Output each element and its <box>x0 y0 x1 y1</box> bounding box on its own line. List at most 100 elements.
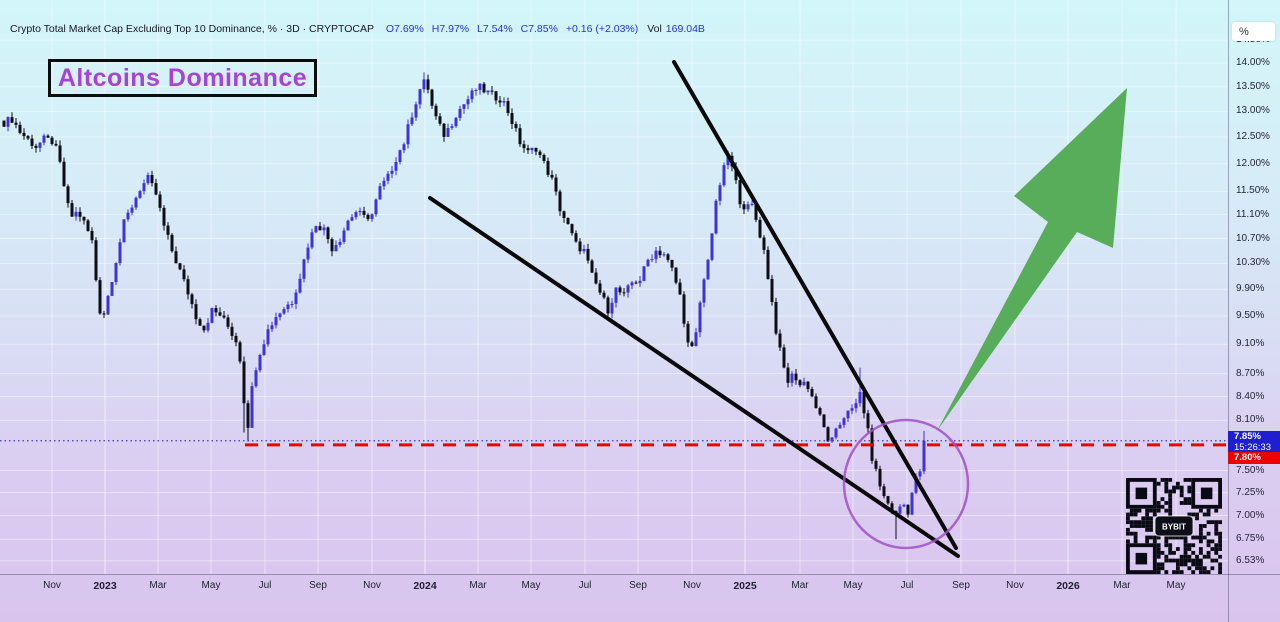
candle-body <box>510 113 514 124</box>
time-axis-label: May <box>201 580 221 591</box>
candle-body <box>794 373 798 381</box>
candle-body <box>782 347 786 368</box>
candle-body <box>662 254 666 256</box>
candle-body <box>310 232 314 248</box>
time-axis-label: Mar <box>469 580 487 591</box>
time-axis[interactable]: Nov 2023 Mar May Jul Sep Nov 2024 Mar May Jul Sep No… <box>0 574 1228 600</box>
candle-body <box>62 161 66 187</box>
candle-body <box>390 170 394 174</box>
candle-body <box>890 503 894 512</box>
candle-body <box>266 329 270 345</box>
candle-body <box>330 239 334 252</box>
candle-body <box>586 248 590 261</box>
breakout-circle[interactable] <box>842 418 970 550</box>
price-axis-label: 11.50% <box>1236 185 1270 197</box>
candle-body <box>570 224 574 234</box>
candle-body <box>54 143 58 146</box>
candle-body <box>674 267 678 283</box>
candle-body <box>94 240 98 281</box>
candle-body <box>786 367 790 383</box>
price-axis[interactable]: 14.50%14.00%13.50%13.00%12.50%12.00%11.5… <box>1228 0 1280 574</box>
candle-body <box>362 210 366 215</box>
candle-body <box>574 233 578 242</box>
candle-body <box>638 280 642 284</box>
candle-body <box>142 183 146 192</box>
current-price-value: 7.85% <box>1234 431 1261 442</box>
candle-body <box>334 244 338 252</box>
candle-body <box>26 136 30 139</box>
candle-body <box>722 165 726 186</box>
candle-body <box>302 259 306 279</box>
price-axis-label: 9.50% <box>1236 310 1265 322</box>
candle-body <box>186 279 190 295</box>
candle-body <box>378 186 382 200</box>
candle-body <box>118 242 122 264</box>
candle-body <box>14 122 18 125</box>
ohlc-low: L7.54% <box>477 23 513 35</box>
candle-body <box>346 220 350 231</box>
candle-body <box>450 126 454 129</box>
candle-body <box>434 105 438 117</box>
candle-body <box>874 460 878 469</box>
candle-body <box>86 220 90 231</box>
candle-body <box>766 249 770 279</box>
candle-body <box>714 200 718 234</box>
symbol-title[interactable]: Crypto Total Market Cap Excluding Top 10… <box>10 23 374 35</box>
candle-body <box>758 219 762 238</box>
candle-body <box>202 325 206 331</box>
candle-body <box>474 90 478 92</box>
candle-body <box>778 333 782 348</box>
candle-body <box>594 272 598 284</box>
price-axis-label: 13.50% <box>1236 80 1270 92</box>
price-axis-label: 11.10% <box>1236 208 1270 220</box>
candle-body <box>182 269 186 280</box>
candle-body <box>666 254 670 260</box>
candle-body <box>478 83 482 91</box>
candle-body <box>610 302 614 314</box>
candle-body <box>134 197 138 208</box>
candle-body <box>206 322 210 331</box>
candle-body <box>158 194 162 208</box>
candle-body <box>826 427 830 442</box>
legend: Crypto Total Market Cap Excluding Top 10… <box>10 23 705 35</box>
candle-body <box>234 335 238 343</box>
candle-body <box>42 135 46 143</box>
wedge-lower-trendline[interactable] <box>428 196 960 558</box>
bybit-qr-code: BYBIT <box>1126 478 1222 574</box>
candle-body <box>366 214 370 220</box>
candle-body <box>122 219 126 243</box>
percent-unit-button[interactable]: % <box>1232 22 1275 41</box>
candle-body <box>470 90 474 100</box>
price-axis-label: 10.30% <box>1236 257 1270 269</box>
price-axis-label: 14.00% <box>1236 57 1270 68</box>
candle-body <box>326 227 330 240</box>
candle-body <box>178 263 182 270</box>
candle-body <box>482 83 486 93</box>
candle-body <box>846 410 850 419</box>
time-axis-label: Nov <box>43 580 61 591</box>
candle-body <box>218 312 222 316</box>
candle-body <box>830 437 834 442</box>
candle-body <box>882 486 886 497</box>
candle-body <box>634 282 638 284</box>
candle-body <box>506 101 510 114</box>
time-axis-year-label: 2026 <box>1056 580 1080 592</box>
candle-body <box>910 492 914 515</box>
svg-text:BYBIT: BYBIT <box>1162 523 1186 532</box>
bullish-arrow[interactable] <box>937 88 1127 431</box>
time-axis-label: Sep <box>952 580 970 591</box>
candle-body <box>550 174 554 178</box>
altcoins-dominance-callout: Altcoins Dominance <box>48 59 317 97</box>
wedge-upper-trendline[interactable] <box>672 60 958 550</box>
candle-body <box>170 234 174 252</box>
candle-body <box>10 117 14 123</box>
candle-body <box>418 89 422 105</box>
candle-body <box>526 148 530 151</box>
candle-body <box>138 191 142 198</box>
volume-value: 169.04B <box>665 23 705 35</box>
candle-body <box>898 506 902 514</box>
candle-body <box>590 260 594 273</box>
price-axis-label: 7.00% <box>1236 509 1265 521</box>
candle-body <box>242 361 246 404</box>
